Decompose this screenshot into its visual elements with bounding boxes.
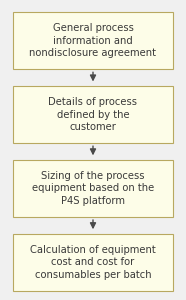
Text: Details of process
defined by the
customer: Details of process defined by the custom…: [49, 97, 137, 132]
FancyBboxPatch shape: [13, 12, 173, 69]
Text: Calculation of equipment
cost and cost for
consumables per batch: Calculation of equipment cost and cost f…: [30, 244, 156, 280]
Text: Sizing of the process
equipment based on the
P4S platform: Sizing of the process equipment based on…: [32, 171, 154, 206]
Text: General process
information and
nondisclosure agreement: General process information and nondiscl…: [30, 23, 156, 58]
FancyBboxPatch shape: [13, 160, 173, 217]
FancyBboxPatch shape: [13, 86, 173, 143]
FancyBboxPatch shape: [13, 234, 173, 291]
